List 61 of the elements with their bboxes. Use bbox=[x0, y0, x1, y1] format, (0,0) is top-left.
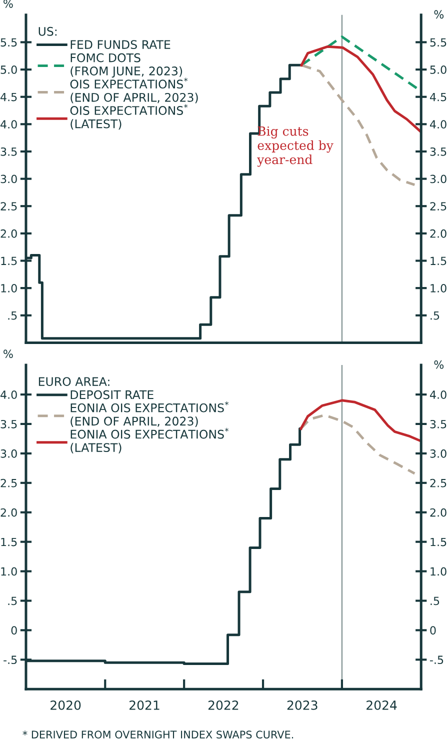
y-tick-label: 2.5 bbox=[0, 202, 17, 210]
y-tick-label: 3.5 bbox=[0, 420, 17, 428]
y-tick-label: 5.5 bbox=[0, 38, 17, 47]
y2-tick-label: 2.5 bbox=[430, 202, 446, 210]
y-tick-label: .5 bbox=[8, 312, 17, 320]
legend-label: FOMC DOTS (FROM JUNE, 2023) bbox=[70, 53, 182, 78]
legend-title: US: bbox=[38, 26, 57, 36]
y-tick-label: 2.0 bbox=[0, 508, 17, 517]
text: * DERIVED FROM OVERNIGHT INDEX SWAPS CURVE. bbox=[22, 730, 294, 739]
y-tick-label: 3.0 bbox=[0, 174, 17, 184]
y2-tick-label: 3.5 bbox=[430, 420, 446, 428]
legend-label: DEPOSIT RATE bbox=[70, 390, 154, 400]
y-tick-label: .5 bbox=[8, 596, 17, 606]
y-tick-label: 4.5 bbox=[0, 92, 17, 102]
x-tick-label: 2022 bbox=[208, 700, 238, 710]
x-tick-label: 2020 bbox=[50, 700, 81, 710]
x-tick-label: 2023 bbox=[287, 700, 318, 710]
text: EONIA OIS EXPECTATIONS$^{*}$ (END OF APRIL, 2023) bbox=[70, 401, 229, 427]
y2-tick-label: 2.0 bbox=[430, 229, 446, 238]
text: EONIA OIS EXPECTATIONS$^{*}$ (LATEST) bbox=[70, 428, 229, 454]
y2-tick-label: 3.0 bbox=[430, 449, 446, 458]
y-tick-label: 4.0 bbox=[0, 120, 17, 129]
y2-tick-label: 5.0 bbox=[430, 66, 446, 74]
text: OIS EXPECTATIONS$^{*}$ (END OF APRIL, 2023) bbox=[70, 78, 198, 104]
y2-tick-label: 1.5 bbox=[430, 256, 446, 266]
y2-tick-label: 0 bbox=[430, 626, 436, 635]
y2-axis-title: % bbox=[434, 10, 444, 19]
y-tick-label: 1.0 bbox=[1, 567, 17, 576]
legend-label: FED FUNDS RATE bbox=[70, 40, 170, 50]
y2-tick-label: 2.0 bbox=[430, 508, 446, 517]
y2-tick-label: 1.5 bbox=[430, 538, 446, 546]
y2-tick-label: 2.5 bbox=[430, 478, 446, 488]
y-tick-label: 3.0 bbox=[0, 449, 17, 458]
y2-tick-label: 5.5 bbox=[430, 38, 446, 47]
y2-tick-label: -.5 bbox=[430, 656, 444, 664]
y2-tick-label: 4.0 bbox=[430, 120, 446, 129]
y-tick-label: 5.0 bbox=[0, 66, 17, 74]
text: OIS EXPECTATIONS$^{*}$ (LATEST) bbox=[70, 104, 188, 130]
y2-axis-title: % bbox=[434, 360, 444, 369]
x-tick-label: 2021 bbox=[130, 700, 160, 710]
y-tick-label: 0 bbox=[11, 626, 17, 635]
y2-tick-label: 4.0 bbox=[430, 390, 446, 399]
legend-title: EURO AREA: bbox=[38, 377, 110, 386]
y2-tick-label: 3.0 bbox=[430, 174, 446, 184]
y2-tick-label: 4.5 bbox=[430, 92, 446, 102]
y-tick-label: 1.5 bbox=[1, 256, 17, 266]
y-tick-label: -.5 bbox=[4, 656, 17, 664]
y-tick-label: 3.5 bbox=[0, 147, 17, 156]
y-tick-label: 2.0 bbox=[0, 229, 17, 238]
y2-tick-label: 3.5 bbox=[430, 147, 446, 156]
y2-tick-label: 1.0 bbox=[430, 284, 446, 292]
y-tick-label: 2.5 bbox=[0, 478, 17, 488]
x-tick-label: 2024 bbox=[366, 700, 397, 710]
y2-tick-label: 1.0 bbox=[430, 567, 446, 576]
y-tick-label: 1.0 bbox=[1, 284, 17, 292]
y-tick-label: 1.5 bbox=[1, 538, 17, 546]
y-axis-title: % bbox=[4, 350, 13, 358]
y2-tick-label: .5 bbox=[430, 312, 440, 320]
annotation: Big cuts expected by year-end bbox=[257, 126, 334, 167]
y2-tick-label: .5 bbox=[430, 596, 440, 606]
y-tick-label: 4.0 bbox=[0, 390, 17, 399]
